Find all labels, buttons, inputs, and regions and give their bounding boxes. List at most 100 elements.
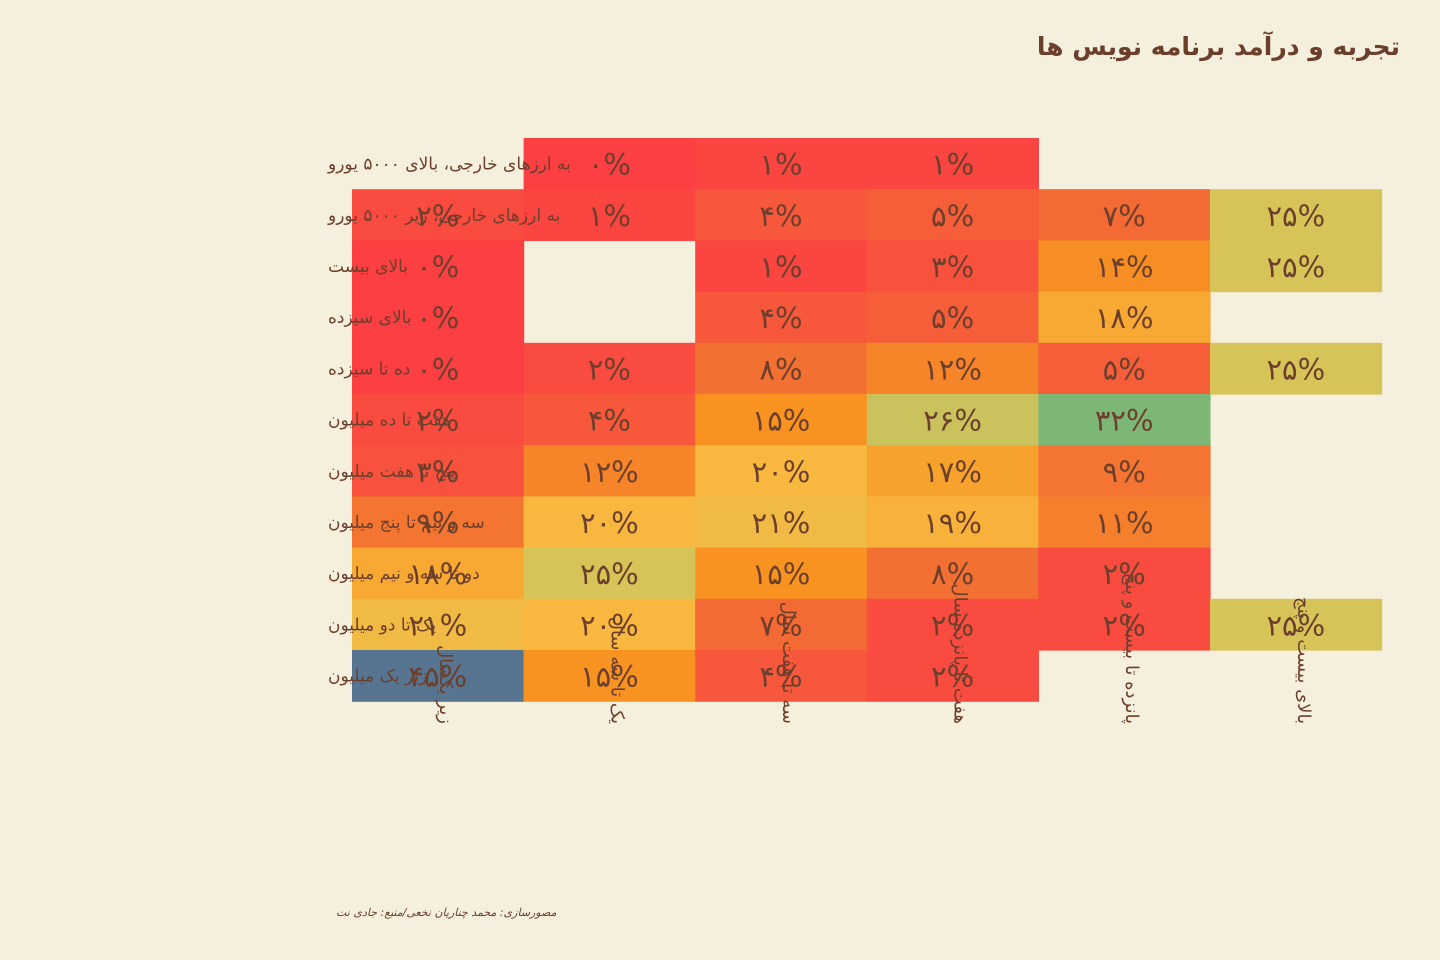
cell-label: ۵% — [931, 301, 974, 335]
cell-label: ۷% — [759, 608, 802, 642]
heatmap-cell — [523, 547, 696, 600]
cell-label: ۱۱% — [1095, 506, 1154, 540]
cell-label: ۴۵% — [408, 660, 467, 694]
column-label: زیر یکسال — [435, 645, 456, 724]
cell-label: ۲۵% — [1266, 250, 1325, 284]
row-label: به ارزهای خارجی، بالای ۵۰۰۰ یورو — [327, 155, 571, 175]
row-label: به ارزهای خارجی، زیر ۵۰۰۰ یورو — [327, 206, 560, 226]
heatmap-cell — [352, 394, 525, 446]
cell-label: ۲۰% — [752, 455, 811, 489]
heatmap-cell — [866, 598, 1039, 651]
cell-label: ۲۶% — [923, 404, 982, 438]
column-label: بالای بیست و پنج — [1293, 597, 1314, 724]
heatmap-cell — [866, 342, 1039, 395]
heatmap-cell — [523, 394, 696, 446]
cell-label: ۴% — [759, 660, 802, 694]
row-label: بالای بیست — [328, 257, 408, 277]
heatmap-cell — [866, 496, 1039, 549]
cell-label: ۲۱% — [408, 608, 467, 642]
cell-label: ۱% — [759, 148, 802, 182]
heatmap-cell — [695, 394, 868, 446]
heatmap-cell — [695, 189, 868, 241]
cell-label: ۷% — [1103, 199, 1146, 233]
heatmap-cell — [695, 342, 868, 395]
cell-label: ۹% — [1103, 455, 1146, 489]
cell-label: ۸% — [759, 352, 802, 386]
heatmap-cell — [352, 445, 525, 497]
cell-label: ۹% — [416, 506, 459, 540]
chart-title: تجربه و درآمد برنامه نویس ها — [1036, 32, 1400, 61]
cell-label: ۲۵% — [1266, 199, 1325, 233]
heatmap-cell — [866, 240, 1039, 293]
heatmap-cell — [695, 547, 868, 600]
cell-label: ۱۵% — [752, 404, 811, 438]
heatmap-cell — [352, 240, 525, 293]
cell-label: ۳% — [416, 455, 459, 489]
row-label: پنج تا هفت میلیون — [328, 462, 456, 482]
heatmap-cell — [352, 342, 525, 395]
cell-label: ۴% — [759, 199, 802, 233]
heatmap-cell — [1210, 342, 1383, 395]
heatmap-cell — [695, 240, 868, 293]
heatmap-cell — [1210, 598, 1383, 651]
heatmap-cell — [352, 496, 525, 549]
row-label: هفت تا ده میلیون — [328, 411, 451, 431]
heatmap-cell — [523, 598, 696, 651]
heatmap-cell — [866, 138, 1039, 190]
cell-label: ۴% — [759, 301, 802, 335]
heatmap-cell — [523, 496, 696, 549]
cell-label: ۲۵% — [1266, 608, 1325, 642]
cell-label: ۲۵% — [1266, 352, 1325, 386]
column-label: سه تا هفت سال — [778, 602, 799, 724]
cell-label: ۲% — [416, 404, 459, 438]
heatmap-cell — [695, 291, 868, 344]
cell-label: ۲۰% — [580, 608, 639, 642]
cell-label: ۱% — [931, 148, 974, 182]
cell-label: ۱% — [588, 199, 631, 233]
heatmap-cell — [523, 342, 696, 395]
heatmap-cell — [352, 291, 525, 344]
heatmap-cell — [695, 138, 868, 190]
heatmap-cell — [1038, 598, 1211, 651]
heatmap-cell — [866, 189, 1039, 241]
cell-label: ۲% — [1103, 557, 1146, 591]
row-label: یک تا دو میلیون — [328, 615, 436, 635]
cell-label: ۲% — [1103, 608, 1146, 642]
cell-label: ۲% — [588, 352, 631, 386]
heatmap-cell — [866, 547, 1039, 600]
column-label: هفت تا پانزده سال — [950, 584, 971, 724]
row-label: ده تا سیزده — [328, 359, 410, 379]
heatmap-cell — [1038, 445, 1211, 497]
heatmap-cell — [1210, 240, 1383, 293]
cell-label: ۵% — [931, 199, 974, 233]
heatmap-cell — [866, 445, 1039, 497]
cell-label: ۰% — [416, 250, 459, 284]
cell-label: ۲% — [931, 660, 974, 694]
cell-label: ۴% — [588, 404, 631, 438]
heatmap-cell — [523, 445, 696, 497]
cell-label: ۱% — [759, 250, 802, 284]
cell-label: ۱۵% — [580, 660, 639, 694]
heatmap-cell — [352, 189, 525, 241]
cell-label: ۲۱% — [752, 506, 811, 540]
cell-label: ۰% — [416, 301, 459, 335]
heatmap-cell — [1038, 342, 1211, 395]
row-label: سه و نیم تا پنج میلیون — [328, 513, 485, 533]
row-label: بالای سیزده — [328, 308, 412, 328]
heatmap-cell — [352, 598, 525, 651]
heatmap-cell — [695, 598, 868, 651]
heatmap-cell — [695, 496, 868, 549]
cell-label: ۱۸% — [1095, 301, 1154, 335]
heatmap-cell — [352, 650, 525, 702]
heatmap-cell — [523, 189, 696, 241]
heatmap-cell — [1038, 291, 1211, 344]
cell-label: ۰% — [588, 148, 631, 182]
heatmap-cell — [866, 394, 1039, 446]
cell-label: ۲% — [931, 608, 974, 642]
column-label: یک تا سه سال — [606, 617, 627, 724]
heatmap-cell — [1038, 496, 1211, 549]
cell-label: ۱۸% — [408, 557, 467, 591]
cell-label: ۱۷% — [923, 455, 982, 489]
row-label: زیر یک میلیون — [328, 667, 427, 687]
